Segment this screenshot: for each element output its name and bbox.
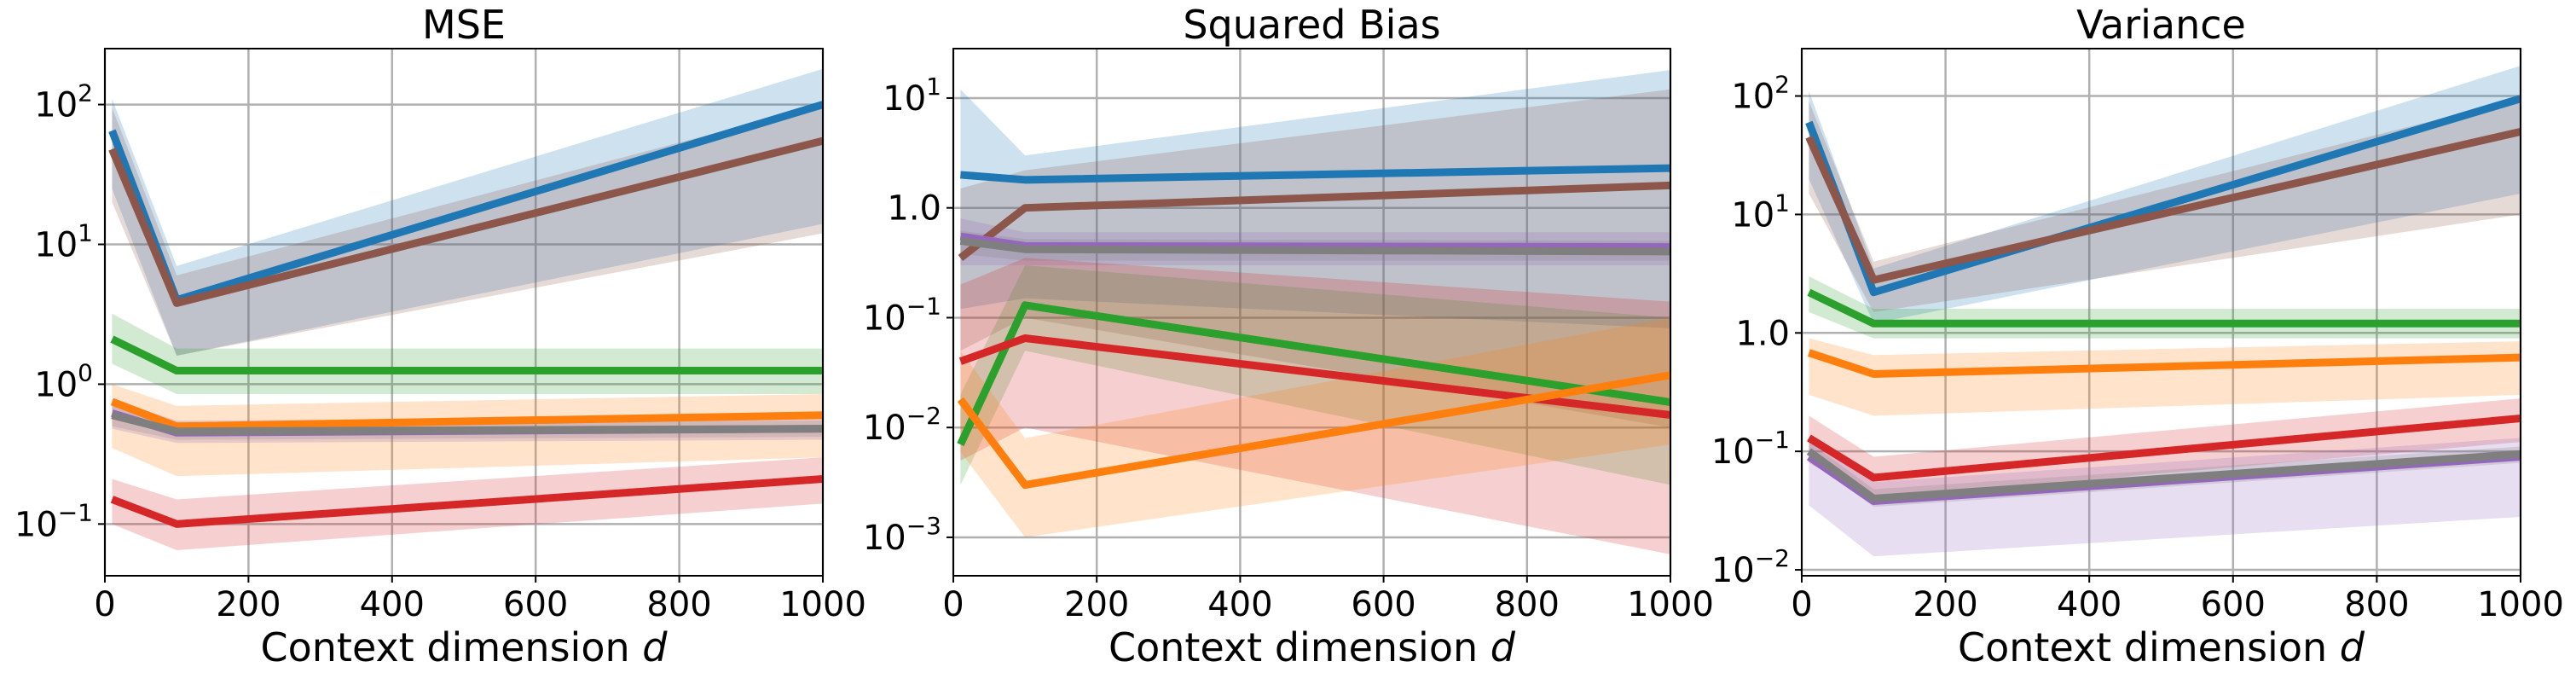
- squared-bias-series-line-0: [960, 164, 1670, 184]
- mse-series-line-2: [110, 335, 823, 375]
- mse-series-line-3: [110, 397, 823, 431]
- variance-x-tick-label: 600: [2201, 585, 2266, 624]
- variance-x-tick-label: 400: [2057, 585, 2122, 624]
- squared-bias-panel: 0 200 400 600 800 1000 10−3 10−2 10−1 1.0 101 Squar…: [863, 2, 1714, 670]
- variance-axes-frame: [1801, 48, 2521, 577]
- variance-title: Variance: [2076, 2, 2246, 48]
- variance-series-line-1: [1805, 127, 2521, 284]
- squared-bias-y-tick-label: 10−2: [863, 402, 941, 448]
- mse-x-tick-label: 800: [646, 585, 711, 624]
- variance-y-tick-label: 10−2: [1711, 544, 1790, 590]
- squared-bias-axes-frame: [952, 48, 1671, 577]
- variance-series-line-3: [1808, 349, 2521, 378]
- squared-bias-y-tick-label: 10−1: [863, 292, 941, 338]
- squared-bias-series-line-6: [957, 371, 1670, 490]
- variance-y-tick-label: 101: [1731, 189, 1790, 235]
- squared-bias-x-tick-label: 0: [942, 585, 964, 624]
- squared-bias-series-line-4: [957, 301, 1670, 447]
- squared-bias-title: Squared Bias: [1183, 2, 1440, 48]
- mse-y-tick-label: 10−1: [14, 498, 93, 544]
- mse-x-tick-label: 600: [503, 585, 568, 624]
- variance-x-tick-label: 800: [2344, 585, 2409, 624]
- mse-x-tick-label: 0: [94, 585, 115, 624]
- squared-bias-y-tick-label: 10−3: [863, 512, 941, 558]
- variance-confidence-band-3: [1809, 338, 2521, 416]
- squared-bias-series-line-5: [958, 334, 1670, 419]
- mse-series-line-1: [108, 136, 823, 307]
- squared-bias-x-tick-label: 200: [1064, 585, 1129, 624]
- variance-x-tick-label: 0: [1791, 585, 1812, 624]
- mse-series-line-5: [111, 411, 823, 436]
- variance-x-axis-label: Context dimension d: [1958, 624, 2365, 670]
- squared-bias-x-tick-label: 1000: [1627, 585, 1714, 624]
- mse-y-tick-label: 100: [34, 358, 93, 404]
- squared-bias-y-tick-label: 1.0: [887, 189, 941, 229]
- mse-y-tick-label: 102: [34, 79, 93, 125]
- variance-y-tick-label: 1.0: [1735, 314, 1790, 353]
- mse-title: MSE: [422, 2, 506, 48]
- squared-bias-x-tick-label: 800: [1495, 585, 1560, 624]
- squared-bias-x-tick-label: 600: [1351, 585, 1415, 624]
- mse-axes-frame: [104, 48, 824, 577]
- mse-x-tick-label: 400: [360, 585, 425, 624]
- variance-series-line-2: [1807, 288, 2521, 328]
- variance-y-tick-label: 10−1: [1711, 426, 1790, 472]
- variance-x-tick-label: 200: [1913, 585, 1977, 624]
- mse-x-axis-label: Context dimension d: [261, 624, 669, 670]
- mse-x-tick-label: 1000: [779, 585, 866, 624]
- variance-series-line-4: [1807, 414, 2521, 482]
- variance-x-tick-label: 1000: [2477, 585, 2564, 624]
- squared-bias-y-tick-label: 101: [883, 73, 941, 119]
- mse-panel: 0 200 400 600 800 1000 10−1 100 101 102 MSE Context…: [14, 2, 866, 670]
- mse-series-line-6: [110, 475, 823, 528]
- variance-panel: 0 200 400 600 800 1000 10−2 10−1 1.0 101 102 Varian…: [1711, 2, 2564, 670]
- mse-x-tick-label: 200: [216, 585, 281, 624]
- mse-y-tick-label: 101: [34, 218, 93, 264]
- squared-bias-x-axis-label: Context dimension d: [1109, 624, 1516, 670]
- variance-series-line-6: [1806, 448, 2521, 502]
- squared-bias-x-tick-label: 400: [1207, 585, 1272, 624]
- squared-bias-series-line-3: [959, 236, 1670, 256]
- variance-y-tick-label: 102: [1731, 71, 1790, 117]
- squared-bias-confidence-band-5: [960, 258, 1670, 554]
